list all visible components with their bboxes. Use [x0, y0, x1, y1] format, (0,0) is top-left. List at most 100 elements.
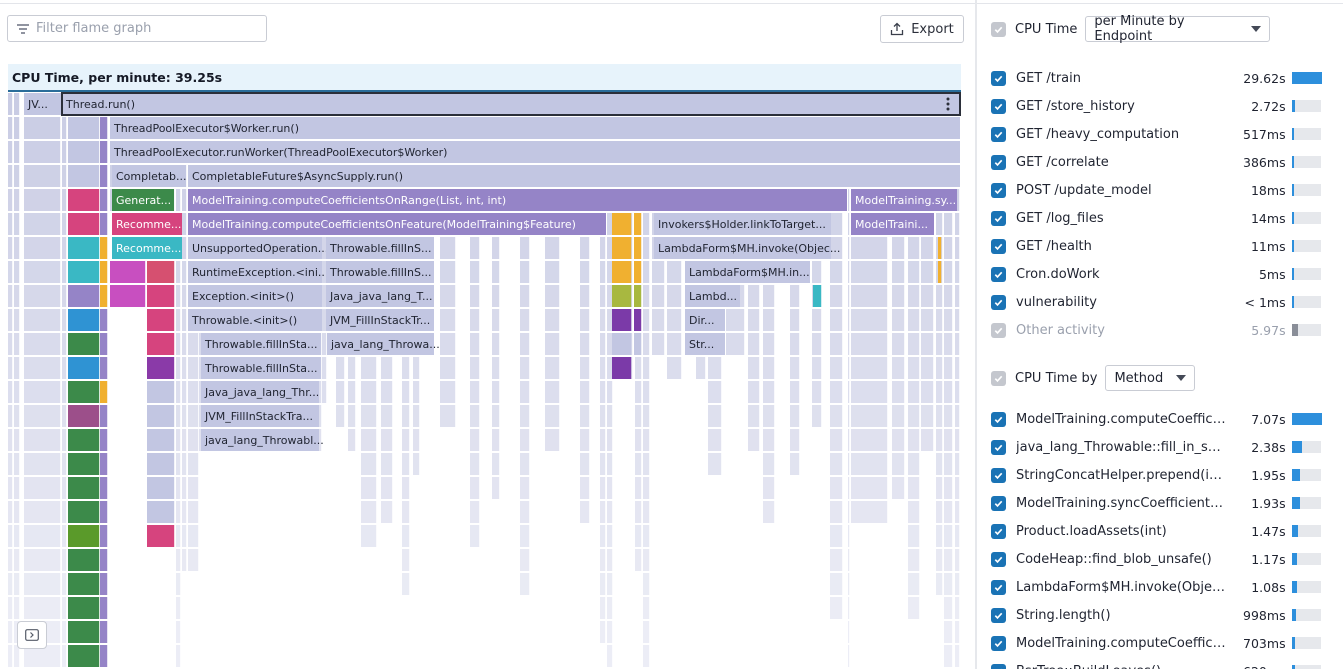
- flame-frame[interactable]: [652, 333, 665, 355]
- flame-frame[interactable]: [643, 597, 650, 619]
- flame-frame[interactable]: [176, 621, 181, 643]
- flame-frame[interactable]: [892, 237, 905, 259]
- method-row[interactable]: java_lang_Throwable::fill_in_stack... 2.3…: [991, 436, 1321, 458]
- flame-frame[interactable]: [908, 429, 920, 451]
- flame-frame[interactable]: [182, 309, 187, 331]
- flame-frame[interactable]: [944, 525, 953, 547]
- flame-frame[interactable]: [607, 597, 613, 619]
- flame-frame[interactable]: [748, 333, 760, 355]
- flame-frame[interactable]: [643, 261, 650, 283]
- flame-frame[interactable]: [24, 285, 61, 307]
- flame-frame[interactable]: [851, 477, 888, 499]
- flame-frame[interactable]: [182, 213, 187, 235]
- flame-frame[interactable]: [24, 477, 61, 499]
- flame-frame[interactable]: [470, 237, 480, 259]
- flame-frame[interactable]: [545, 309, 560, 331]
- flame-frame[interactable]: [580, 381, 590, 403]
- flame-frame[interactable]: [182, 549, 187, 571]
- flame-frame[interactable]: [848, 189, 850, 211]
- flame-frame[interactable]: [182, 477, 187, 499]
- flame-frame[interactable]: [322, 357, 327, 379]
- flame-frame[interactable]: [936, 405, 943, 427]
- flame-frame[interactable]: [851, 501, 888, 523]
- flame-frame[interactable]: [955, 237, 960, 259]
- flame-frame[interactable]: [936, 333, 943, 355]
- flame-frame[interactable]: [580, 453, 590, 475]
- flame-frame[interactable]: [62, 597, 67, 619]
- flame-frame[interactable]: [848, 285, 850, 307]
- flame-frame[interactable]: [748, 429, 760, 451]
- flame-frame[interactable]: [24, 165, 61, 187]
- flame-frame[interactable]: [726, 309, 745, 331]
- flame-frame[interactable]: [14, 357, 20, 379]
- flame-frame[interactable]: [790, 453, 800, 475]
- flame-frame[interactable]: [147, 477, 175, 499]
- flame-frame[interactable]: [908, 477, 920, 499]
- flame-frame[interactable]: [24, 93, 61, 115]
- flame-frame[interactable]: [830, 405, 843, 427]
- flame-frame[interactable]: [176, 381, 181, 403]
- flame-frame[interactable]: [336, 357, 345, 379]
- method-row[interactable]: LambdaForm$MH.invoke(Object,... 1.08s: [991, 576, 1321, 598]
- flame-frame[interactable]: [470, 261, 480, 283]
- flame-frame[interactable]: [643, 525, 650, 547]
- flame-frame[interactable]: [8, 477, 13, 499]
- flame-frame[interactable]: [607, 621, 613, 643]
- flame-frame[interactable]: [402, 501, 410, 523]
- flame-frame[interactable]: [520, 333, 530, 355]
- flame-frame[interactable]: [62, 141, 67, 163]
- flame-frame[interactable]: [492, 381, 500, 403]
- flame-frame[interactable]: [944, 261, 953, 283]
- flame-frame[interactable]: [8, 597, 13, 619]
- flame-frame[interactable]: [520, 285, 530, 307]
- flame-frame[interactable]: [14, 237, 20, 259]
- flame-frame[interactable]: [147, 381, 175, 403]
- flame-frame[interactable]: [520, 357, 530, 379]
- flame-frame[interactable]: [470, 453, 480, 475]
- flame-frame[interactable]: [413, 381, 420, 403]
- flame-frame[interactable]: [812, 261, 822, 283]
- flame-frame[interactable]: [545, 285, 560, 307]
- flame-frame[interactable]: [62, 117, 67, 139]
- flame-frame[interactable]: [748, 309, 760, 331]
- flame-frame[interactable]: [955, 309, 960, 331]
- flame-frame[interactable]: [851, 285, 888, 307]
- flame-frame[interactable]: [14, 213, 20, 235]
- flame-frame[interactable]: [14, 117, 20, 139]
- flame-frame[interactable]: [381, 429, 393, 451]
- flame-frame[interactable]: [607, 573, 613, 595]
- flame-frame[interactable]: [402, 381, 410, 403]
- flame-frame[interactable]: [600, 621, 606, 643]
- flame-frame[interactable]: [763, 309, 775, 331]
- flame-frame[interactable]: [100, 141, 108, 163]
- flame-frame[interactable]: [8, 453, 13, 475]
- flame-frame[interactable]: [936, 357, 943, 379]
- flame-frame[interactable]: [100, 165, 108, 187]
- flame-frame[interactable]: [892, 429, 905, 451]
- flame-frame[interactable]: [763, 405, 775, 427]
- flame-frame[interactable]: [188, 357, 199, 379]
- flame-frame[interactable]: [708, 453, 722, 475]
- flame-frame[interactable]: [830, 309, 843, 331]
- flame-frame[interactable]: [68, 357, 100, 379]
- flame-frame[interactable]: [8, 309, 13, 331]
- flame-frame[interactable]: [14, 549, 20, 571]
- flame-frame[interactable]: [413, 453, 420, 475]
- flame-frame[interactable]: [600, 477, 606, 499]
- flame-frame[interactable]: [440, 381, 456, 403]
- flame-frame[interactable]: [607, 549, 613, 571]
- flame-frame[interactable]: [892, 381, 905, 403]
- flame-frame[interactable]: [520, 573, 530, 595]
- flame-frame[interactable]: [848, 261, 850, 283]
- flame-frame[interactable]: [188, 333, 199, 355]
- flame-frame[interactable]: [696, 357, 706, 379]
- flame-frame[interactable]: [24, 141, 61, 163]
- flame-frame[interactable]: [440, 237, 456, 259]
- flame-frame[interactable]: [830, 429, 843, 451]
- flame-frame[interactable]: [402, 525, 410, 547]
- flame-frame[interactable]: [176, 333, 181, 355]
- flame-frame[interactable]: [908, 453, 920, 475]
- method-row[interactable]: String.length() 998ms: [991, 604, 1321, 626]
- flame-frame[interactable]: [892, 477, 905, 499]
- flame-frame[interactable]: [68, 429, 100, 451]
